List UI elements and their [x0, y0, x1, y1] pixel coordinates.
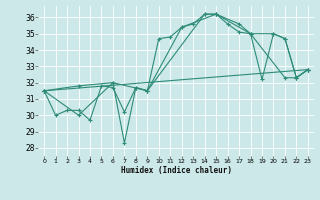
X-axis label: Humidex (Indice chaleur): Humidex (Indice chaleur) [121, 166, 231, 175]
